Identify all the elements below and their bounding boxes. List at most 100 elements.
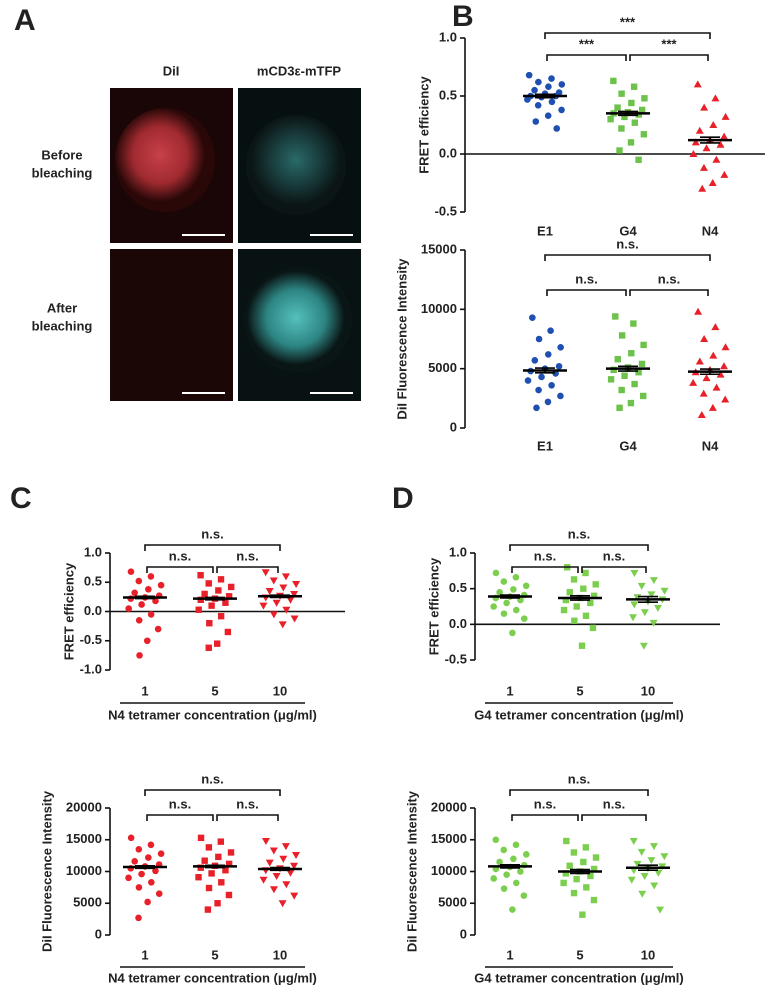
data-point [590,865,598,873]
data-point [535,386,542,394]
error-bar [535,367,555,374]
image [110,249,233,401]
x-tick-label: E1 [537,223,553,238]
data-point [215,587,222,594]
data-point [702,374,711,382]
significance-label: n.s. [169,548,191,563]
data-point [621,113,628,121]
data-point [496,588,503,596]
data-point [269,611,278,619]
data-point [570,849,578,856]
data-point [691,138,700,146]
data-point [640,392,647,400]
data-point [614,355,621,363]
data-point [145,585,152,593]
data-point [500,885,508,892]
x-tick-label: 1 [506,947,513,962]
error-bar [270,594,290,599]
data-point [563,837,570,845]
data-point [145,854,152,861]
data-point [633,860,642,868]
data-point [152,867,159,875]
data-point [699,163,708,171]
data-point [650,882,659,890]
data-point [628,350,635,357]
cell [246,115,346,215]
data-point [695,126,704,134]
bracket [511,814,579,821]
y-tick-label: 5000 [438,895,467,910]
data-point [616,147,623,154]
data-point [637,582,646,590]
data-point [534,101,542,109]
data-point [548,75,555,82]
bracket [581,814,647,821]
bracket [544,32,711,39]
data-point [532,118,540,125]
data-point [614,104,621,111]
y-tick-label: 10000 [66,863,102,878]
bracket [216,566,279,573]
data-point [222,599,229,606]
significance-label: n.s. [534,796,556,811]
data-point [144,898,151,906]
data-point [512,879,520,887]
data-point [544,398,552,406]
data-point [579,911,586,918]
data-point [217,612,225,620]
data-point [616,404,623,412]
data-point [135,577,143,585]
data-point [492,569,500,577]
data-point [639,642,648,650]
data-point [558,81,566,88]
panel-letter: B [452,0,474,33]
data-point [214,900,221,907]
error-bar [700,136,720,144]
data-point [631,119,639,126]
data-point [197,864,204,871]
data-point [148,878,155,886]
data-point [560,879,567,887]
x-tick-label: N4 [702,223,719,238]
bracket [546,289,627,296]
error-bar [270,866,290,872]
data-point [640,872,649,880]
data-point [709,121,718,128]
data-point [138,870,145,878]
data-point [548,381,555,389]
data-point [630,601,639,609]
bracket [216,814,279,821]
y-tick-label: 5000 [73,895,102,910]
data-point [131,858,138,865]
bracket [509,789,649,796]
data-point [582,612,590,619]
data-point [531,357,539,364]
data-point [607,376,615,383]
data-point [265,588,274,596]
y-tick-label: 0.0 [449,616,467,631]
data-point [224,628,232,636]
y-tick-label: 1.0 [449,544,467,559]
data-point [500,578,508,585]
data-point [630,569,639,577]
data-point [700,335,709,342]
data-point [630,83,638,90]
panel-letter: A [14,4,36,37]
data-point [135,845,143,853]
data-point [618,125,625,132]
y-tick-label: 0.5 [84,574,102,589]
significance-label: n.s. [603,796,625,811]
data-point [292,581,301,589]
data-point [204,906,212,913]
data-point [660,587,669,595]
data-point [509,629,516,637]
data-point [618,90,625,97]
data-point [272,599,281,607]
data-point [490,875,498,882]
data-point [573,603,580,610]
data-point [218,879,225,886]
data-point [157,581,165,589]
x-tick-label: 1 [506,683,513,698]
data-point [628,99,635,107]
bracket [629,54,709,61]
